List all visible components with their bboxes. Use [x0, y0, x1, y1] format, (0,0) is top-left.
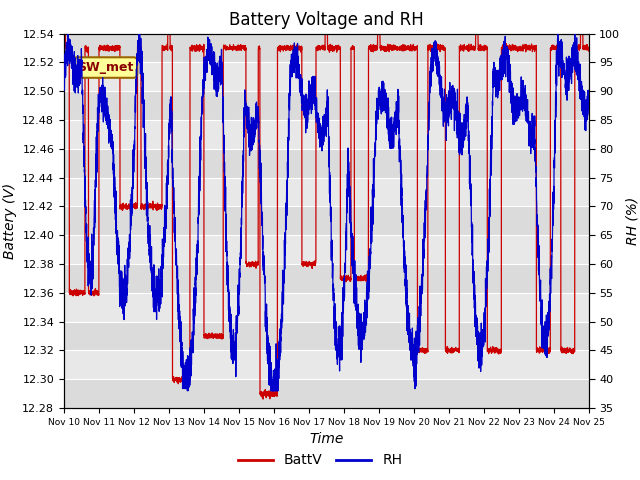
- X-axis label: Time: Time: [309, 432, 344, 446]
- Bar: [64, 91, 589, 120]
- Bar: [64, 379, 589, 408]
- Legend: BattV, RH: BattV, RH: [232, 448, 408, 473]
- Bar: [64, 149, 589, 178]
- Text: SW_met: SW_met: [77, 61, 134, 74]
- Y-axis label: RH (%): RH (%): [626, 197, 640, 245]
- Bar: [64, 34, 589, 62]
- Bar: [64, 322, 589, 350]
- Y-axis label: Battery (V): Battery (V): [3, 183, 17, 259]
- Bar: [64, 264, 589, 293]
- Title: Battery Voltage and RH: Battery Voltage and RH: [229, 11, 424, 29]
- Bar: [64, 206, 589, 235]
